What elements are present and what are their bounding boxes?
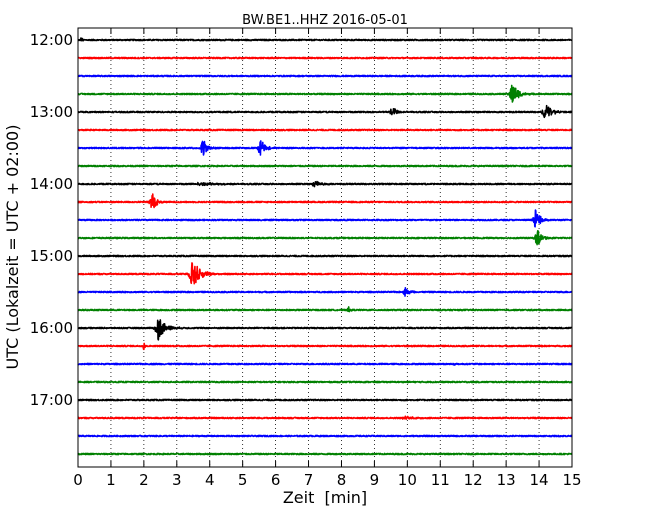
x-tick-label: 3 — [172, 471, 182, 489]
y-tick-label: 17:00 — [30, 391, 73, 409]
x-tick-label: 0 — [73, 471, 83, 489]
trace-line — [77, 398, 573, 402]
x-tick-label: 11 — [431, 471, 450, 489]
x-tick-label: 14 — [530, 471, 549, 489]
trace-line — [77, 287, 573, 297]
x-tick-label: 1 — [106, 471, 116, 489]
y-tick-label: 15:00 — [30, 247, 73, 265]
trace-line — [77, 342, 573, 351]
trace-line — [77, 362, 573, 366]
x-tick-label: 7 — [304, 471, 314, 489]
x-tick-label: 10 — [398, 471, 417, 489]
x-tick-label: 8 — [337, 471, 347, 489]
trace-line — [77, 415, 573, 420]
y-tick-label: 14:00 — [30, 175, 73, 193]
x-tick-label: 12 — [464, 471, 483, 489]
x-tick-label: 5 — [238, 471, 248, 489]
trace-line — [77, 319, 573, 341]
trace-line — [77, 434, 573, 438]
x-axis-title: Zeit [min] — [283, 488, 367, 507]
chart-title: BW.BE1..HHZ 2016-05-01 — [242, 13, 408, 28]
trace-line — [77, 452, 573, 456]
x-tick-label: 2 — [139, 471, 149, 489]
x-tick-label: 9 — [370, 471, 380, 489]
trace-line — [77, 140, 573, 156]
x-tick-label: 6 — [271, 471, 281, 489]
trace-line — [77, 193, 573, 209]
trace-line — [77, 209, 573, 228]
y-tick-label: 16:00 — [30, 319, 73, 337]
trace-line — [77, 254, 573, 258]
x-tick-label: 13 — [497, 471, 516, 489]
trace-line — [77, 380, 573, 384]
x-tick-label: 15 — [562, 471, 581, 489]
trace-line — [77, 56, 573, 60]
y-axis-title: UTC (Lokalzeit = UTC + 02:00) — [3, 125, 22, 370]
trace-line — [77, 128, 573, 132]
trace-line — [77, 37, 573, 42]
x-tick-label: 4 — [205, 471, 215, 489]
trace-line — [77, 262, 573, 285]
trace-line — [77, 74, 573, 78]
trace-line — [77, 164, 573, 168]
trace-line — [77, 180, 573, 188]
y-tick-label: 12:00 — [30, 31, 73, 49]
trace-line — [77, 84, 573, 103]
trace-line — [77, 104, 573, 119]
trace-line — [77, 230, 573, 246]
traces — [77, 37, 573, 456]
trace-line — [77, 306, 573, 313]
axes-ticks: 0 1 2 3 4 5 6 7 8 9 10 11 12 13 14 1512:0013:0014:0015:… — [30, 28, 582, 489]
y-tick-label: 13:00 — [30, 103, 73, 121]
plot-frame — [77, 27, 573, 468]
